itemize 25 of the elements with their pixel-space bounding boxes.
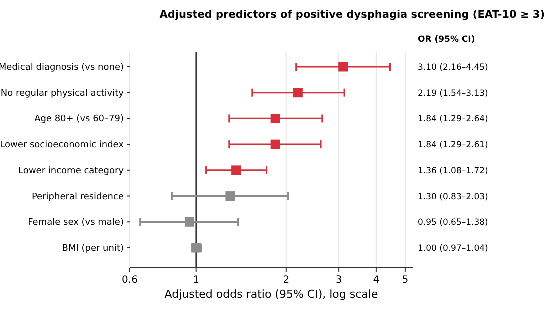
x-tick-label: 1 [193,275,200,286]
data-label: 1.84 (1.29–2.64) [418,114,488,125]
y-tick-label: No regular physical activity [0,88,125,99]
x-tick-label: 0.6 [122,275,138,286]
x-tick-label: 3 [336,275,342,286]
x-tick-label: 4 [373,275,380,286]
x-tick-label: 5 [402,275,409,286]
y-tick-label: Medical diagnosis (vs none) [0,63,124,73]
y-tick-label: BMI (per unit) [62,244,124,254]
data-label: 1.00 (0.97–1.04) [418,244,488,254]
data-label: 1.36 (1.08–1.72) [418,166,488,176]
data-label: 2.19 (1.54–3.13) [418,88,488,99]
y-tick-label: Age 80+ (vs 60–79) [34,114,124,125]
y-tick-label: Lower socioeconomic index [0,140,125,151]
text: OR (95% CI) [418,35,476,45]
data-label: 1.30 (0.83–2.03) [418,192,488,202]
y-tick-label: Peripheral residence [32,192,124,202]
data-label: 3.10 (2.16–4.45) [418,63,488,73]
y-tick-label: Female sex (vs male) [28,218,124,228]
x-axis-title: Adjusted odds ratio (95% CI), log scale [164,288,378,301]
data-label: 0.95 (0.65–1.38) [418,218,488,228]
data-label: 1.84 (1.29–2.61) [418,140,488,151]
y-tick-label: Lower income category [18,166,125,176]
x-tick-label: 2 [283,275,290,286]
chart-title: Adjusted predictors of positive dysphagia screening (EAT-10 ≥ 3) [160,9,545,21]
